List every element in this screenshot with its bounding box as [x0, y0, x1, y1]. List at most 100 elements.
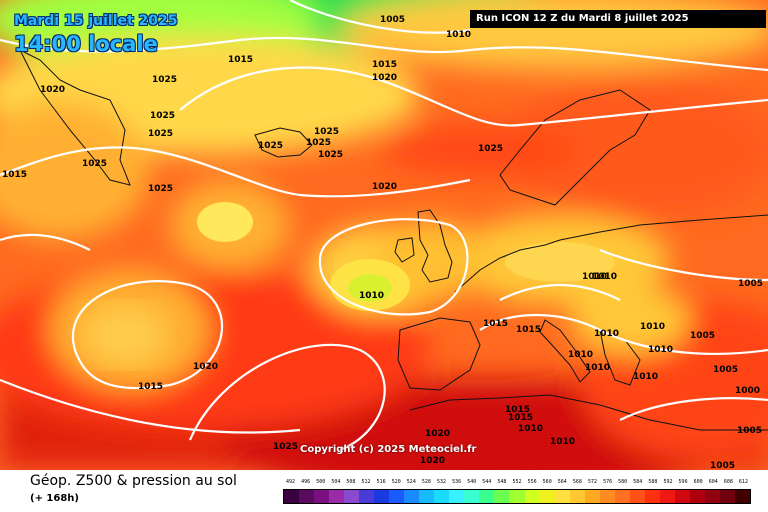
scale-tick-label: 536: [452, 479, 462, 485]
scale-tick-label: 600: [693, 479, 703, 485]
isobars: [0, 0, 768, 452]
isobar-label: 1020: [372, 73, 397, 83]
isobar-label: 1025: [306, 138, 331, 148]
isobar-label: 1005: [710, 461, 735, 470]
color-scale-bar: [283, 489, 751, 504]
scale-tick-label: 580: [618, 479, 628, 485]
scale-tick-label: 596: [678, 479, 688, 485]
isobar-label: 1025: [152, 75, 177, 85]
scale-tick-label: 572: [587, 479, 597, 485]
scale-swatch: [404, 490, 420, 503]
scale-swatch: [629, 490, 645, 503]
isobar-label: 1010: [518, 424, 543, 434]
scale-swatch: [584, 490, 600, 503]
scale-swatch: [344, 490, 360, 503]
scale-swatch: [509, 490, 525, 503]
isobar-label: 1015: [138, 382, 163, 392]
isobar-label: 1005: [380, 15, 405, 25]
scale-tick-label: 524: [406, 479, 416, 485]
scale-swatch: [524, 490, 540, 503]
scale-tick-label: 604: [708, 479, 718, 485]
isobar-label: 1010: [594, 329, 619, 339]
scale-swatch: [419, 490, 435, 503]
isobar-labels: 1005 1010 1015 1020 1020 1025 1025 1025 …: [2, 15, 763, 470]
scale-tick-label: 568: [572, 479, 582, 485]
coastlines: [18, 48, 768, 431]
isobar-label: 1025: [150, 111, 175, 121]
scale-swatch: [494, 490, 510, 503]
scale-swatch: [389, 490, 405, 503]
scale-swatch: [329, 490, 345, 503]
forecast-time: 14:00 locale: [14, 32, 158, 56]
scale-swatch: [704, 490, 720, 503]
isobar-label: 1025: [258, 141, 283, 151]
scale-swatch: [614, 490, 630, 503]
isobar-label: 1020: [425, 429, 450, 439]
isobar-label: 1015: [2, 170, 27, 180]
isobar-label: 1005: [737, 426, 762, 436]
isobar-label: 1000: [735, 386, 760, 396]
isobar-label: 1010: [446, 30, 471, 40]
scale-tick-label: 508: [346, 479, 356, 485]
scale-tick-label: 612: [738, 479, 748, 485]
isobar-label: 1010: [550, 437, 575, 447]
scale-swatch: [644, 490, 660, 503]
scale-swatch: [674, 490, 690, 503]
isobar-label: 1015: [483, 319, 508, 329]
scale-tick-label: 556: [527, 479, 537, 485]
scale-tick-label: 512: [361, 479, 371, 485]
scale-tick-label: 532: [437, 479, 447, 485]
isobar-label: 1025: [273, 442, 298, 452]
scale-swatch: [659, 490, 675, 503]
isobar-label: 1015: [516, 325, 541, 335]
scale-tick-label: 592: [663, 479, 673, 485]
isobar-label: 1015: [508, 413, 533, 423]
scale-swatch: [689, 490, 705, 503]
isobar-label: 1025: [148, 129, 173, 139]
isobar-label: 1020: [420, 456, 445, 466]
scale-swatch: [734, 490, 750, 503]
scale-tick-label: 552: [512, 479, 522, 485]
scale-swatch: [464, 490, 480, 503]
scale-tick-label: 576: [603, 479, 613, 485]
isobar-label: 1025: [82, 159, 107, 169]
scale-tick-label: 564: [557, 479, 567, 485]
isobar-label: 1025: [318, 150, 343, 160]
isobar-label: 1020: [40, 85, 65, 95]
scale-tick-label: 548: [497, 479, 507, 485]
product-title: Géop. Z500 & pression au sol: [30, 473, 237, 489]
scale-swatch: [314, 490, 330, 503]
scale-swatch: [449, 490, 465, 503]
isobar-label: 1010: [582, 272, 607, 282]
model-run-banner: Run ICON 12 Z du Mardi 8 juillet 2025: [470, 10, 766, 28]
scale-swatch: [539, 490, 555, 503]
scale-tick-label: 584: [633, 479, 643, 485]
color-scale-ticks: 492 496 500 504 508 512 516 520 524 528 532 536 540 5…: [283, 479, 751, 489]
scale-tick-label: 500: [316, 479, 326, 485]
isobar-label: 1025: [478, 144, 503, 154]
scale-tick-label: 560: [542, 479, 552, 485]
scale-swatch: [479, 490, 495, 503]
scale-swatch: [374, 490, 390, 503]
isobar-label: 1020: [372, 182, 397, 192]
scale-tick-label: 496: [301, 479, 311, 485]
legend-footer: Géop. Z500 & pression au sol (+ 168h) 49…: [0, 470, 768, 512]
isobar-label: 1025: [314, 127, 339, 137]
scale-tick-label: 516: [376, 479, 386, 485]
geopotential-map: 1005 1010 1015 1020 1020 1025 1025 1025 …: [0, 0, 768, 470]
forecast-lead-time: (+ 168h): [30, 493, 79, 504]
scale-tick-label: 528: [421, 479, 431, 485]
copyright-notice: Copyright (c) 2025 Meteociel.fr: [300, 444, 477, 455]
isobar-label: 1005: [713, 365, 738, 375]
isobar-label: 1010: [633, 372, 658, 382]
scale-swatch: [719, 490, 735, 503]
isobar-label: 1010: [568, 350, 593, 360]
isobar-label: 1005: [738, 279, 763, 289]
isobar-label: 1010: [640, 322, 665, 332]
scale-swatch: [299, 490, 315, 503]
scale-tick-label: 492: [286, 479, 296, 485]
isobar-label: 1005: [690, 331, 715, 341]
scale-swatch: [554, 490, 570, 503]
isobar-label: 1015: [228, 55, 253, 65]
scale-tick-label: 504: [331, 479, 341, 485]
